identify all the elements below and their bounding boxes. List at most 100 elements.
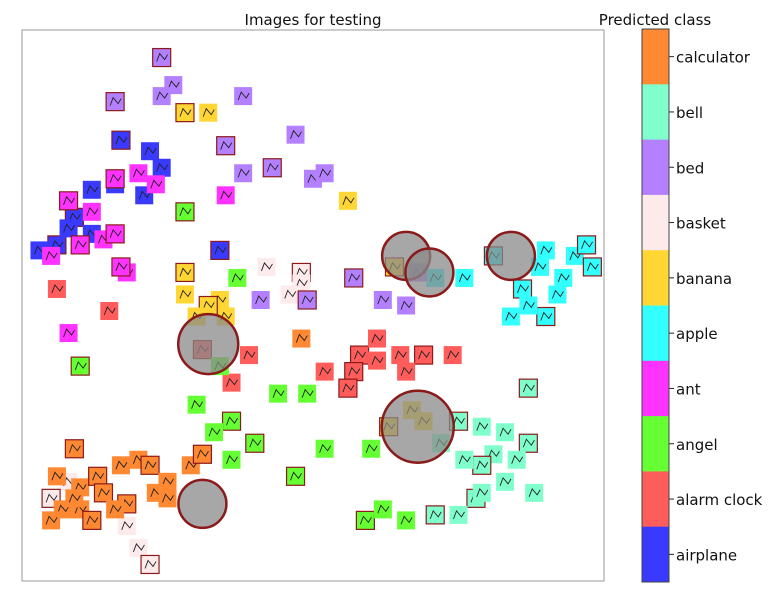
point-apple	[512, 279, 533, 299]
point-alarm-clock	[100, 302, 119, 321]
point-calculator	[47, 467, 66, 486]
point-calculator	[64, 439, 84, 459]
point-calculator	[82, 510, 102, 530]
scatter-layer	[30, 47, 602, 575]
colorbar-tick-label: basket	[676, 215, 726, 233]
highlight-circle	[404, 247, 455, 298]
point-alarm-clock	[344, 362, 364, 382]
colorbar: calculator bell bed basket banana apple ant ang…	[641, 28, 763, 583]
point-banana	[175, 262, 195, 283]
point-ant	[129, 164, 148, 183]
point-bed	[297, 290, 317, 310]
point-apple	[519, 296, 538, 315]
point-apple	[455, 268, 474, 287]
point-ant	[105, 169, 125, 189]
point-ant	[82, 202, 101, 221]
point-angel	[285, 466, 306, 486]
point-alarm-clock	[368, 329, 387, 348]
colorbar-tick-label: bed	[676, 159, 704, 177]
point-calculator	[158, 489, 177, 508]
point-bed	[234, 164, 253, 183]
point-angel	[298, 384, 317, 403]
colorbar-band	[642, 360, 669, 417]
point-angel	[70, 356, 90, 376]
point-apple	[501, 307, 520, 326]
point-angel	[175, 202, 195, 222]
point-bed	[397, 296, 416, 315]
colorbar-frame	[641, 28, 670, 583]
colorbar-tick-label: airplane	[676, 546, 737, 564]
point-calculator	[192, 444, 213, 464]
point-bed	[262, 158, 282, 178]
point-bell	[472, 455, 492, 475]
colorbar-tick-label: ant	[676, 380, 701, 398]
point-apple	[536, 306, 556, 327]
point-airplane	[152, 158, 171, 177]
point-bed	[234, 87, 253, 106]
colorbar-band	[642, 416, 669, 472]
plot-frame	[21, 29, 605, 582]
point-bell	[425, 505, 445, 525]
point-calculator	[88, 466, 108, 486]
chart-title: Images for testing	[245, 11, 382, 29]
highlight-circle	[176, 312, 240, 376]
point-ant	[59, 324, 78, 343]
point-bell	[507, 450, 526, 469]
point-banana	[175, 285, 194, 304]
point-calculator	[106, 500, 125, 519]
highlight-circle	[177, 478, 228, 530]
point-ant	[146, 175, 165, 194]
colorbar-band	[642, 526, 669, 583]
highlight-circle	[485, 230, 537, 282]
colorbar-title: Predicted class	[599, 11, 712, 29]
point-bell	[472, 483, 491, 502]
colorbar-tick-label: calculator	[676, 49, 751, 67]
point-basket	[257, 257, 276, 276]
point-basket	[140, 554, 160, 575]
point-alarm-clock	[222, 373, 241, 392]
point-bed	[152, 47, 172, 68]
point-ant	[111, 257, 131, 277]
point-bed	[251, 290, 270, 309]
point-ant	[70, 235, 90, 255]
point-calculator	[93, 483, 114, 503]
point-bed	[344, 268, 364, 288]
colorbar-tick-label: alarm clock	[676, 491, 763, 509]
point-bed	[216, 136, 236, 156]
point-ant	[216, 186, 235, 205]
highlight-layer	[176, 230, 537, 530]
point-ant	[105, 224, 125, 244]
point-alarm-clock	[443, 346, 462, 365]
point-banana	[175, 103, 195, 123]
point-airplane	[82, 180, 101, 199]
point-angel	[187, 395, 206, 414]
point-calculator	[42, 511, 61, 530]
point-airplane	[111, 130, 131, 150]
point-basket	[280, 285, 299, 304]
point-bed	[286, 125, 305, 144]
colorbar-band	[642, 139, 669, 196]
point-angel	[373, 500, 392, 519]
point-bed	[152, 87, 171, 106]
colorbar-band	[642, 29, 669, 85]
point-bed	[373, 290, 392, 309]
point-calculator	[65, 489, 84, 508]
point-angel	[205, 423, 224, 442]
point-ant	[42, 246, 61, 265]
point-bell	[472, 417, 491, 436]
point-apple	[530, 257, 549, 276]
point-basket	[117, 516, 136, 535]
point-angel	[315, 439, 334, 458]
point-alarm-clock	[413, 345, 434, 365]
point-apple	[576, 235, 597, 255]
point-bed	[105, 92, 125, 112]
point-airplane	[210, 240, 230, 260]
point-bell	[496, 472, 515, 491]
point-alarm-clock	[391, 346, 410, 365]
colorbar-tick-label: bell	[676, 104, 703, 122]
point-angel	[222, 450, 241, 469]
point-bell	[496, 423, 515, 442]
point-angel	[355, 510, 375, 530]
point-calculator	[292, 329, 311, 348]
point-banana	[338, 191, 357, 210]
